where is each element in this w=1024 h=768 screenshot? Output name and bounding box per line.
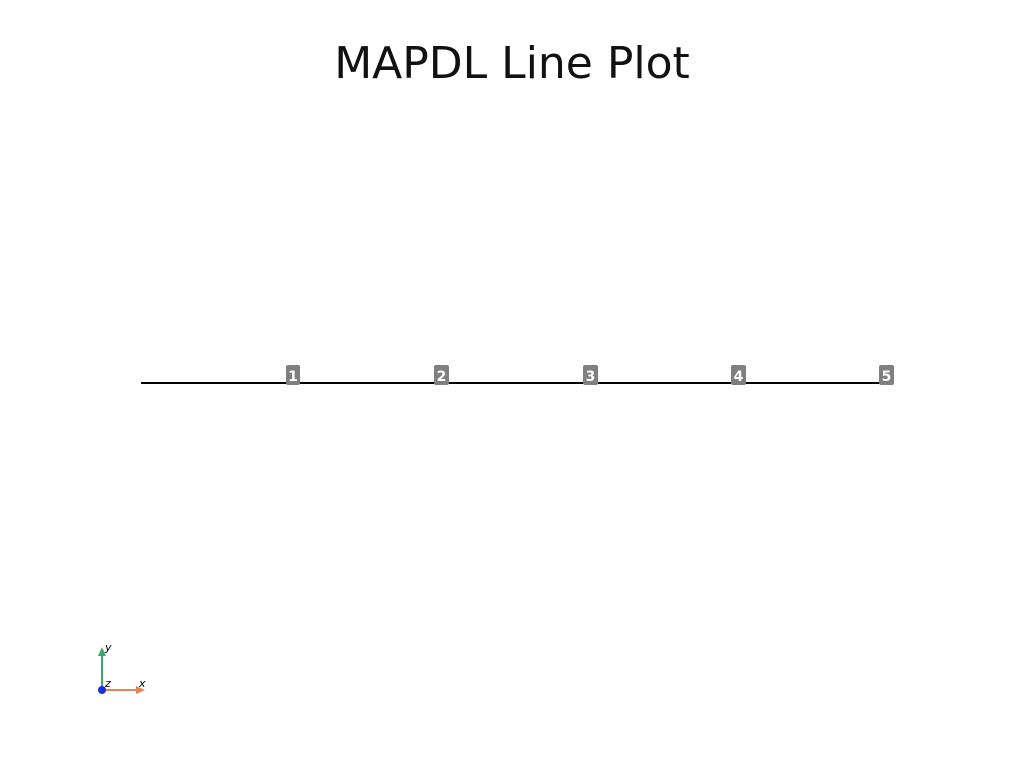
y-axis-arrowhead [98, 647, 106, 656]
orientation-triad: y x z [98, 641, 146, 694]
plot-title: MAPDL Line Plot [334, 38, 690, 89]
y-axis-label: y [104, 641, 112, 654]
keypoint-label-2: 2 [434, 365, 449, 385]
keypoint-label-1: 1 [286, 365, 300, 385]
keypoint-label-box [286, 365, 300, 385]
keypoint-label-box [731, 365, 746, 385]
z-axis-dot [98, 686, 106, 694]
x-axis-label: x [138, 677, 146, 690]
keypoint-label-box [879, 365, 894, 385]
x-axis-arrowhead [136, 686, 145, 694]
keypoint-label-text: 4 [734, 369, 744, 385]
keypoint-label-box [434, 365, 449, 385]
z-axis-label: z [104, 677, 111, 690]
keypoint-label-3: 3 [583, 365, 598, 385]
keypoint-label-box [583, 365, 598, 385]
keypoint-label-text: 3 [586, 369, 596, 385]
keypoint-label-5: 5 [879, 365, 894, 385]
keypoint-label-text: 2 [437, 369, 447, 385]
keypoint-label-4: 4 [731, 365, 746, 385]
keypoint-label-text: 1 [288, 369, 298, 385]
keypoint-label-text: 5 [882, 369, 892, 385]
